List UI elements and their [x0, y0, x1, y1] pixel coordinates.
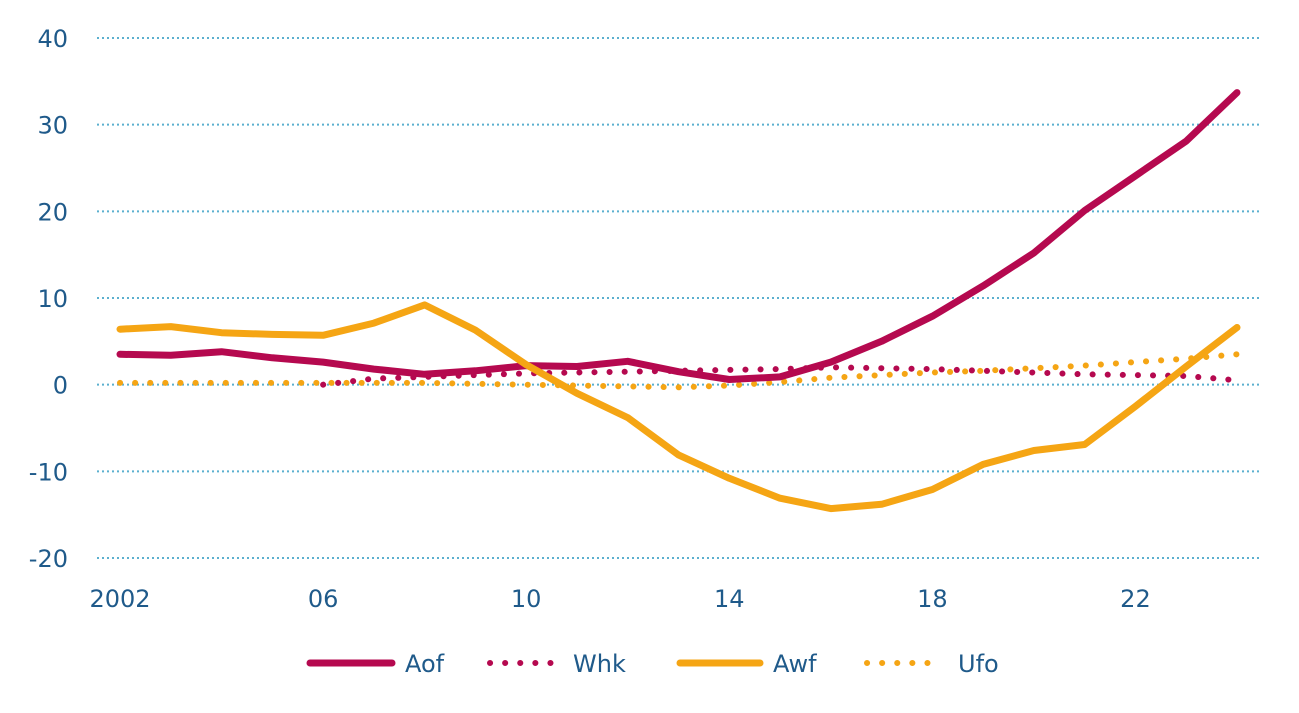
- legend-label: Ufo: [958, 650, 999, 678]
- y-tick-label: 10: [37, 285, 68, 313]
- y-tick-label: -10: [29, 458, 68, 486]
- series-line-whk: [320, 364, 1240, 388]
- legend-label: Awf: [773, 650, 817, 678]
- x-axis-tick-labels: 2002 06 10 14 18 22: [89, 585, 1150, 613]
- x-tick-label: 22: [1120, 585, 1151, 613]
- legend-label: Aof: [405, 650, 445, 678]
- series-line-ufo: [117, 351, 1240, 391]
- x-tick-label: 18: [917, 585, 948, 613]
- series-line-awf: [116, 301, 1241, 513]
- y-axis-tick-labels: 40 30 20 10 0 -10 -20: [29, 25, 68, 573]
- legend-item-ufo: Ufo: [864, 650, 999, 678]
- grid-layer: [97, 37, 1262, 559]
- y-tick-label: 40: [37, 25, 68, 53]
- legend-label: Whk: [573, 650, 626, 678]
- y-tick-label: -20: [29, 545, 68, 573]
- y-tick-label: 30: [37, 112, 68, 140]
- x-tick-label: 06: [308, 585, 339, 613]
- series-layer: [116, 89, 1241, 513]
- legend-item-aof: Aof: [306, 650, 445, 678]
- x-tick-label: 10: [511, 585, 542, 613]
- x-tick-label: 2002: [89, 585, 150, 613]
- legend-item-whk: Whk: [487, 650, 626, 678]
- series-line-aof: [116, 89, 1241, 383]
- legend-item-awf: Awf: [676, 650, 817, 678]
- y-tick-label: 0: [53, 372, 68, 400]
- y-tick-label: 20: [37, 198, 68, 226]
- legend: Aof Whk Awf Ufo: [306, 650, 999, 678]
- x-tick-label: 14: [714, 585, 745, 613]
